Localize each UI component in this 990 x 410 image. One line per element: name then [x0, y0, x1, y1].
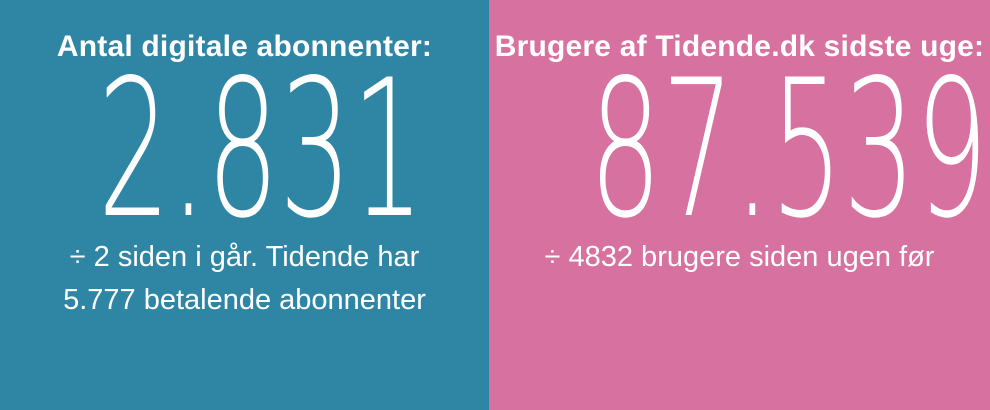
weekly-users-title: Brugere af Tidende.dk sidste uge:	[494, 30, 985, 63]
weekly-users-note: ÷ 4832 brugere siden ugen før	[545, 236, 935, 279]
digital-subscribers-count: 2.831	[97, 39, 425, 260]
weekly-users-count: 87.539	[589, 39, 989, 260]
digital-subscribers-note: ÷ 2 siden i går. Tidende har 5.777 betal…	[63, 236, 426, 322]
note-line: ÷ 4832 brugere siden ugen før	[544, 241, 935, 273]
weekly-users-panel: Brugere af Tidende.dk sidste uge: 87.539…	[489, 0, 990, 410]
digital-subscribers-title: Antal digitale abonnenter:	[56, 30, 433, 63]
note-line: ÷ 2 siden i går. Tidende har	[69, 241, 420, 273]
note-line: 5.777 betalende abonnenter	[63, 284, 426, 316]
digital-subscribers-panel: Antal digitale abonnenter: 2.831 ÷ 2 sid…	[0, 0, 489, 410]
